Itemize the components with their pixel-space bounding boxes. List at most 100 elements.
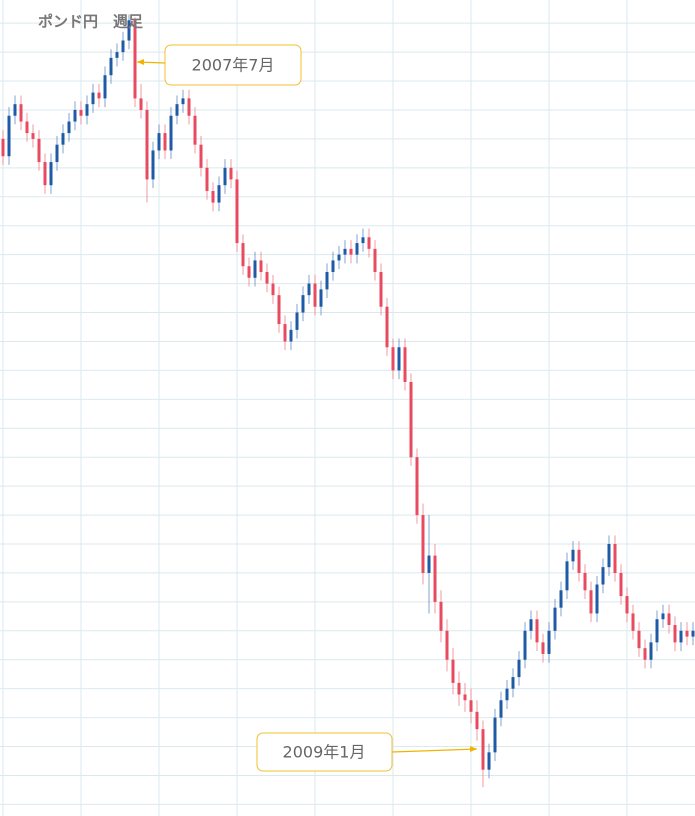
candles — [1, 14, 695, 788]
candle-body — [409, 381, 413, 458]
candle-body — [649, 642, 653, 660]
candle-body — [259, 260, 263, 272]
candle-body — [337, 254, 341, 261]
candle-body — [499, 700, 503, 718]
candle-body — [61, 133, 65, 145]
candle-body — [217, 185, 221, 203]
candle-body — [295, 312, 299, 330]
candle-body — [559, 590, 563, 608]
candle-body — [79, 109, 83, 116]
candle-body — [307, 283, 311, 296]
candle-body — [517, 659, 521, 678]
candle-body — [481, 729, 485, 770]
candle-body — [505, 688, 509, 701]
candle-body — [7, 115, 11, 157]
candle-body — [601, 567, 605, 585]
candle-body — [547, 630, 551, 654]
candle-body — [493, 717, 497, 753]
candle-body — [169, 115, 173, 151]
candle-body — [349, 248, 353, 255]
candle-body — [565, 561, 569, 591]
candle-body — [553, 607, 557, 631]
candle-body — [421, 515, 425, 573]
candle-body — [103, 75, 107, 99]
candle-body — [109, 57, 113, 76]
candle-body — [595, 584, 599, 614]
candle-body — [115, 52, 119, 58]
candle-body — [433, 555, 437, 602]
candle-body — [367, 237, 371, 249]
candle-body — [247, 266, 251, 278]
candle-body — [37, 138, 41, 163]
candle-body — [241, 243, 245, 267]
candle-body — [331, 260, 335, 272]
candle-body — [475, 711, 479, 730]
candle-body — [379, 272, 383, 307]
candle-body — [511, 677, 515, 689]
candle-body — [187, 98, 191, 116]
candle-body — [145, 109, 149, 180]
candle-body — [97, 92, 101, 99]
candle-body — [343, 248, 347, 255]
candle-body — [313, 283, 317, 307]
candle-body — [355, 243, 359, 255]
candle-body — [535, 619, 539, 643]
candle-body — [523, 630, 527, 660]
candle-body — [163, 133, 167, 151]
candle-body — [151, 150, 155, 180]
candle-body — [631, 613, 635, 631]
candle-body — [175, 104, 179, 116]
candle-body — [19, 104, 23, 122]
candle-body — [415, 457, 419, 516]
candle-body — [181, 98, 185, 105]
candle-body — [487, 752, 491, 770]
candle-body — [373, 248, 377, 272]
candle-body — [325, 272, 329, 290]
candle-body — [85, 104, 89, 116]
candle-body — [607, 544, 611, 568]
chart-title: ポンド円 週足 — [38, 13, 144, 31]
candle-body — [637, 630, 641, 649]
candle-body — [397, 347, 401, 371]
candle-body — [577, 549, 581, 573]
candle-body — [205, 167, 209, 191]
candle-body — [361, 237, 365, 244]
candle-body — [25, 121, 29, 134]
candle-body — [289, 329, 293, 342]
candle-body — [529, 619, 533, 631]
candle-body — [403, 347, 407, 382]
candle-body — [439, 601, 443, 631]
candle-body — [541, 642, 545, 654]
annotation-text: 2009年1月 — [283, 743, 366, 762]
candle-body — [301, 295, 305, 313]
candle-body — [73, 109, 77, 122]
candle-body — [613, 544, 617, 573]
candle-body — [667, 613, 671, 626]
candle-body — [619, 572, 623, 597]
candle-body — [679, 630, 683, 643]
candle-body — [157, 133, 161, 151]
candle-body — [253, 260, 257, 278]
candle-body — [199, 144, 203, 168]
candle-body — [49, 162, 53, 186]
candle-body — [427, 555, 431, 573]
candle-body — [265, 272, 269, 284]
candle-body — [31, 133, 35, 139]
candle-body — [445, 630, 449, 660]
candle-body — [673, 625, 677, 643]
candle-body — [469, 700, 473, 712]
annotation-box — [256, 732, 393, 772]
candle-body — [655, 619, 659, 643]
candle-body — [271, 283, 275, 296]
candle-body — [451, 659, 455, 683]
candle-body — [211, 190, 215, 203]
candle-body — [229, 167, 233, 180]
candle-body — [385, 306, 389, 348]
candle-body — [283, 324, 287, 342]
candle-body — [13, 104, 17, 116]
candle-body — [685, 630, 689, 637]
candle-body — [589, 590, 593, 614]
annotation-arrowhead — [137, 59, 144, 65]
annotation-arrowhead — [470, 746, 477, 752]
